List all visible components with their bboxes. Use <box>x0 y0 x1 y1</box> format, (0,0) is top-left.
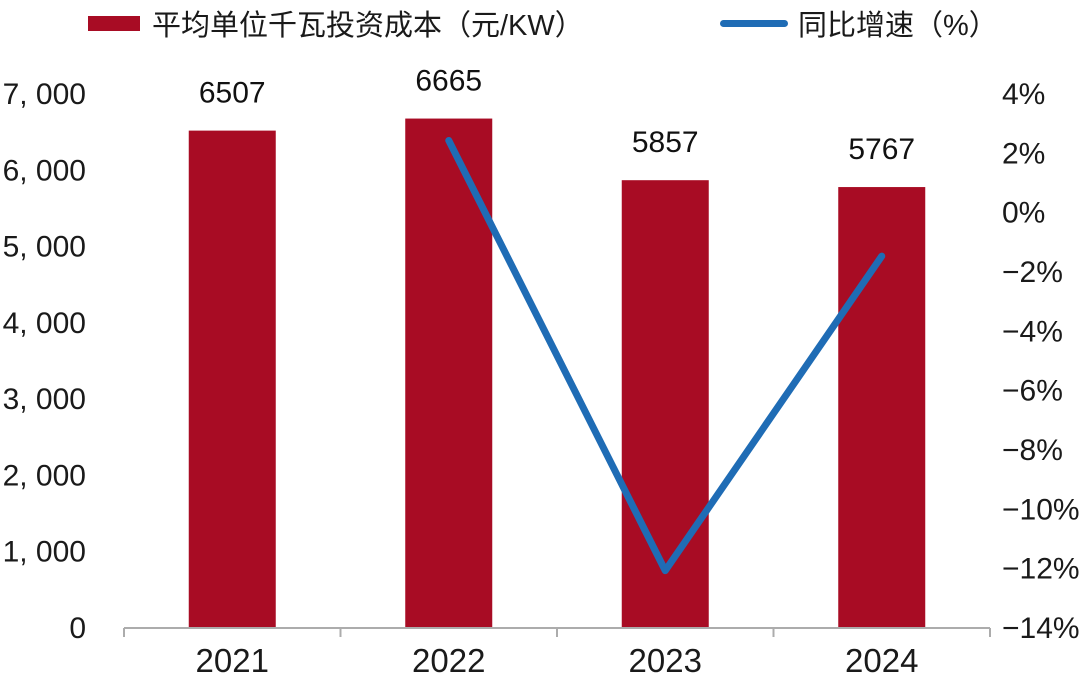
legend-item-bar-series: 平均单位千瓦投资成本（元/KW） <box>88 0 584 46</box>
chart-legend: 平均单位千瓦投资成本（元/KW） 同比增速（%） <box>0 0 1080 46</box>
legend-item-line-series: 同比增速（%） <box>720 0 998 46</box>
line-series-swatch-icon <box>720 19 788 27</box>
right-axis-tick-label: 2% <box>1002 137 1045 170</box>
right-axis-tick-label: −4% <box>1002 315 1063 348</box>
left-axis-tick-label: 2, 000 <box>3 459 86 492</box>
right-axis-tick-label: −14% <box>1002 612 1080 645</box>
left-axis-tick-label: 3, 000 <box>3 383 86 416</box>
bar-series-label: 平均单位千瓦投资成本（元/KW） <box>152 10 584 42</box>
x-axis-category-label: 2021 <box>196 642 269 679</box>
right-axis-tick-label: −2% <box>1002 256 1063 289</box>
right-axis-tick-label: −12% <box>1002 553 1080 586</box>
bar-value-label: 5857 <box>632 126 699 159</box>
left-axis-tick-label: 4, 000 <box>3 307 86 340</box>
bar-value-label: 6507 <box>199 77 266 110</box>
line-series-label: 同比增速（%） <box>798 10 998 42</box>
right-axis-tick-label: −10% <box>1002 493 1080 526</box>
x-axis-category-label: 2024 <box>845 642 918 679</box>
bar-2021 <box>188 130 276 627</box>
right-axis-tick-label: 4% <box>1002 78 1045 111</box>
left-axis-tick-label: 1, 000 <box>3 536 86 569</box>
right-axis-tick-label: −8% <box>1002 434 1063 467</box>
x-axis-category-label: 2023 <box>629 642 702 679</box>
bar-2023 <box>621 180 709 627</box>
bar-series-swatch-icon <box>88 15 140 31</box>
right-axis-tick-label: −6% <box>1002 375 1063 408</box>
bar-value-label: 6665 <box>415 65 482 98</box>
left-axis-tick-label: 0 <box>69 612 86 645</box>
left-axis-tick-label: 5, 000 <box>3 231 86 264</box>
bar-value-label: 5767 <box>848 133 915 166</box>
growth-rate-line <box>445 136 886 575</box>
right-axis-tick-label: 0% <box>1002 197 1045 230</box>
x-axis-category-label: 2022 <box>412 642 485 679</box>
left-axis-tick-label: 7, 000 <box>3 78 86 111</box>
left-axis-tick-label: 6, 000 <box>3 154 86 187</box>
